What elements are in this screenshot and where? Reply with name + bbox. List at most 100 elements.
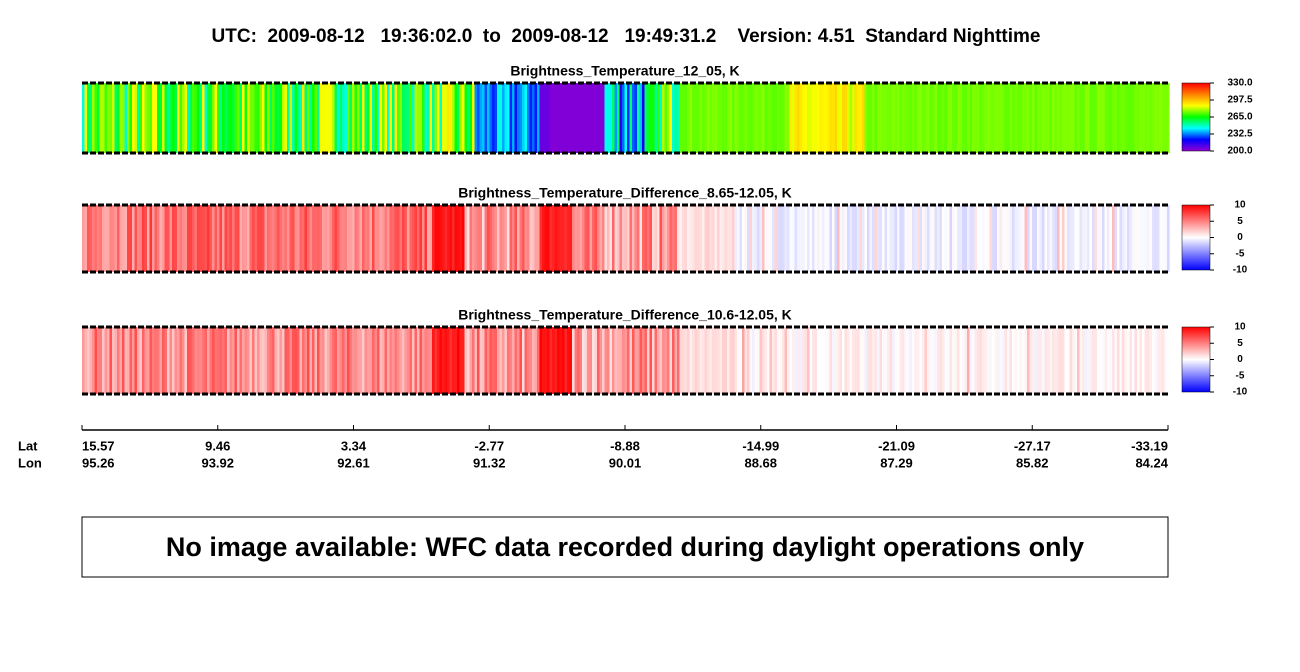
image-stripe	[602, 327, 605, 394]
image-stripe	[169, 205, 173, 272]
image-stripe	[669, 327, 673, 394]
image-stripe	[602, 205, 605, 272]
image-stripe	[839, 327, 843, 394]
image-stripe	[1159, 205, 1163, 272]
image-stripe	[742, 83, 745, 153]
image-stripe	[369, 83, 373, 153]
image-stripe	[517, 83, 520, 153]
image-stripe	[312, 205, 315, 272]
image-stripe	[612, 205, 615, 272]
image-stripe	[957, 327, 960, 394]
image-stripe	[672, 205, 675, 272]
image-stripe	[1057, 205, 1060, 272]
image-stripe	[399, 205, 403, 272]
image-stripe	[459, 83, 463, 153]
image-stripe	[452, 205, 455, 272]
image-stripe	[764, 83, 768, 153]
image-stripe	[662, 205, 665, 272]
image-stripe	[702, 205, 705, 272]
image-stripe	[552, 83, 555, 153]
image-stripe	[617, 327, 620, 394]
image-stripe	[794, 327, 798, 394]
image-stripe	[1094, 327, 1098, 394]
image-stripe	[304, 327, 308, 394]
image-stripe	[859, 327, 863, 394]
image-stripe	[919, 83, 923, 153]
image-stripe	[842, 83, 845, 153]
image-stripe	[139, 83, 143, 153]
image-stripe	[277, 83, 280, 153]
image-stripe	[204, 327, 208, 394]
image-stripe	[724, 83, 728, 153]
image-stripe	[1152, 83, 1155, 153]
image-stripe	[734, 205, 738, 272]
image-stripe	[1092, 205, 1095, 272]
image-stripe	[889, 327, 893, 394]
image-stripe	[539, 83, 543, 153]
image-stripe	[944, 205, 948, 272]
image-stripe	[382, 205, 385, 272]
image-stripe	[572, 83, 575, 153]
image-stripe	[287, 205, 290, 272]
image-stripe	[404, 83, 408, 153]
image-stripe	[987, 327, 990, 394]
image-stripe	[787, 205, 790, 272]
image-stripe	[609, 83, 613, 153]
image-stripe	[1042, 83, 1045, 153]
image-stripe	[137, 205, 140, 272]
image-stripe	[142, 327, 145, 394]
image-stripe	[924, 205, 928, 272]
image-stripe	[512, 83, 515, 153]
image-stripe	[942, 205, 945, 272]
image-stripe	[612, 327, 615, 394]
image-stripe	[1139, 83, 1143, 153]
image-stripe	[857, 205, 860, 272]
image-stripe	[707, 205, 710, 272]
image-stripe	[249, 327, 253, 394]
image-stripe	[877, 205, 880, 272]
image-stripe	[552, 327, 555, 394]
image-stripe	[732, 327, 735, 394]
image-stripe	[1039, 327, 1043, 394]
image-stripe	[1147, 327, 1150, 394]
image-stripe	[422, 205, 425, 272]
image-stripe	[684, 83, 688, 153]
image-stripe	[1007, 83, 1010, 153]
image-stripe	[737, 83, 740, 153]
image-stripe	[234, 327, 238, 394]
image-stripe	[229, 205, 233, 272]
image-stripe	[1099, 83, 1103, 153]
image-stripe	[1047, 83, 1050, 153]
image-stripe	[187, 205, 190, 272]
image-stripe	[1124, 83, 1128, 153]
image-stripe	[692, 205, 695, 272]
image-stripe	[417, 205, 420, 272]
image-stripe	[999, 205, 1003, 272]
image-stripe	[577, 205, 580, 272]
image-stripe	[252, 327, 255, 394]
image-stripe	[437, 327, 440, 394]
lat-value: 9.46	[205, 438, 230, 453]
image-stripe	[1164, 327, 1168, 394]
image-stripe	[244, 327, 248, 394]
image-stripe	[202, 205, 205, 272]
image-stripe	[949, 205, 953, 272]
image-stripe	[339, 205, 343, 272]
image-stripe	[859, 83, 863, 153]
image-stripe	[544, 83, 548, 153]
image-stripe	[114, 205, 118, 272]
image-stripe	[529, 327, 533, 394]
image-stripe	[292, 327, 295, 394]
image-stripe	[869, 83, 873, 153]
image-stripe	[427, 83, 430, 153]
image-stripe	[92, 327, 95, 394]
image-stripe	[822, 83, 825, 153]
image-stripe	[682, 327, 685, 394]
image-stripe	[159, 83, 163, 153]
image-stripe	[184, 205, 188, 272]
image-stripe	[932, 205, 935, 272]
image-stripe	[717, 205, 720, 272]
image-stripe	[492, 327, 495, 394]
image-stripe	[942, 327, 945, 394]
image-stripe	[997, 83, 1000, 153]
